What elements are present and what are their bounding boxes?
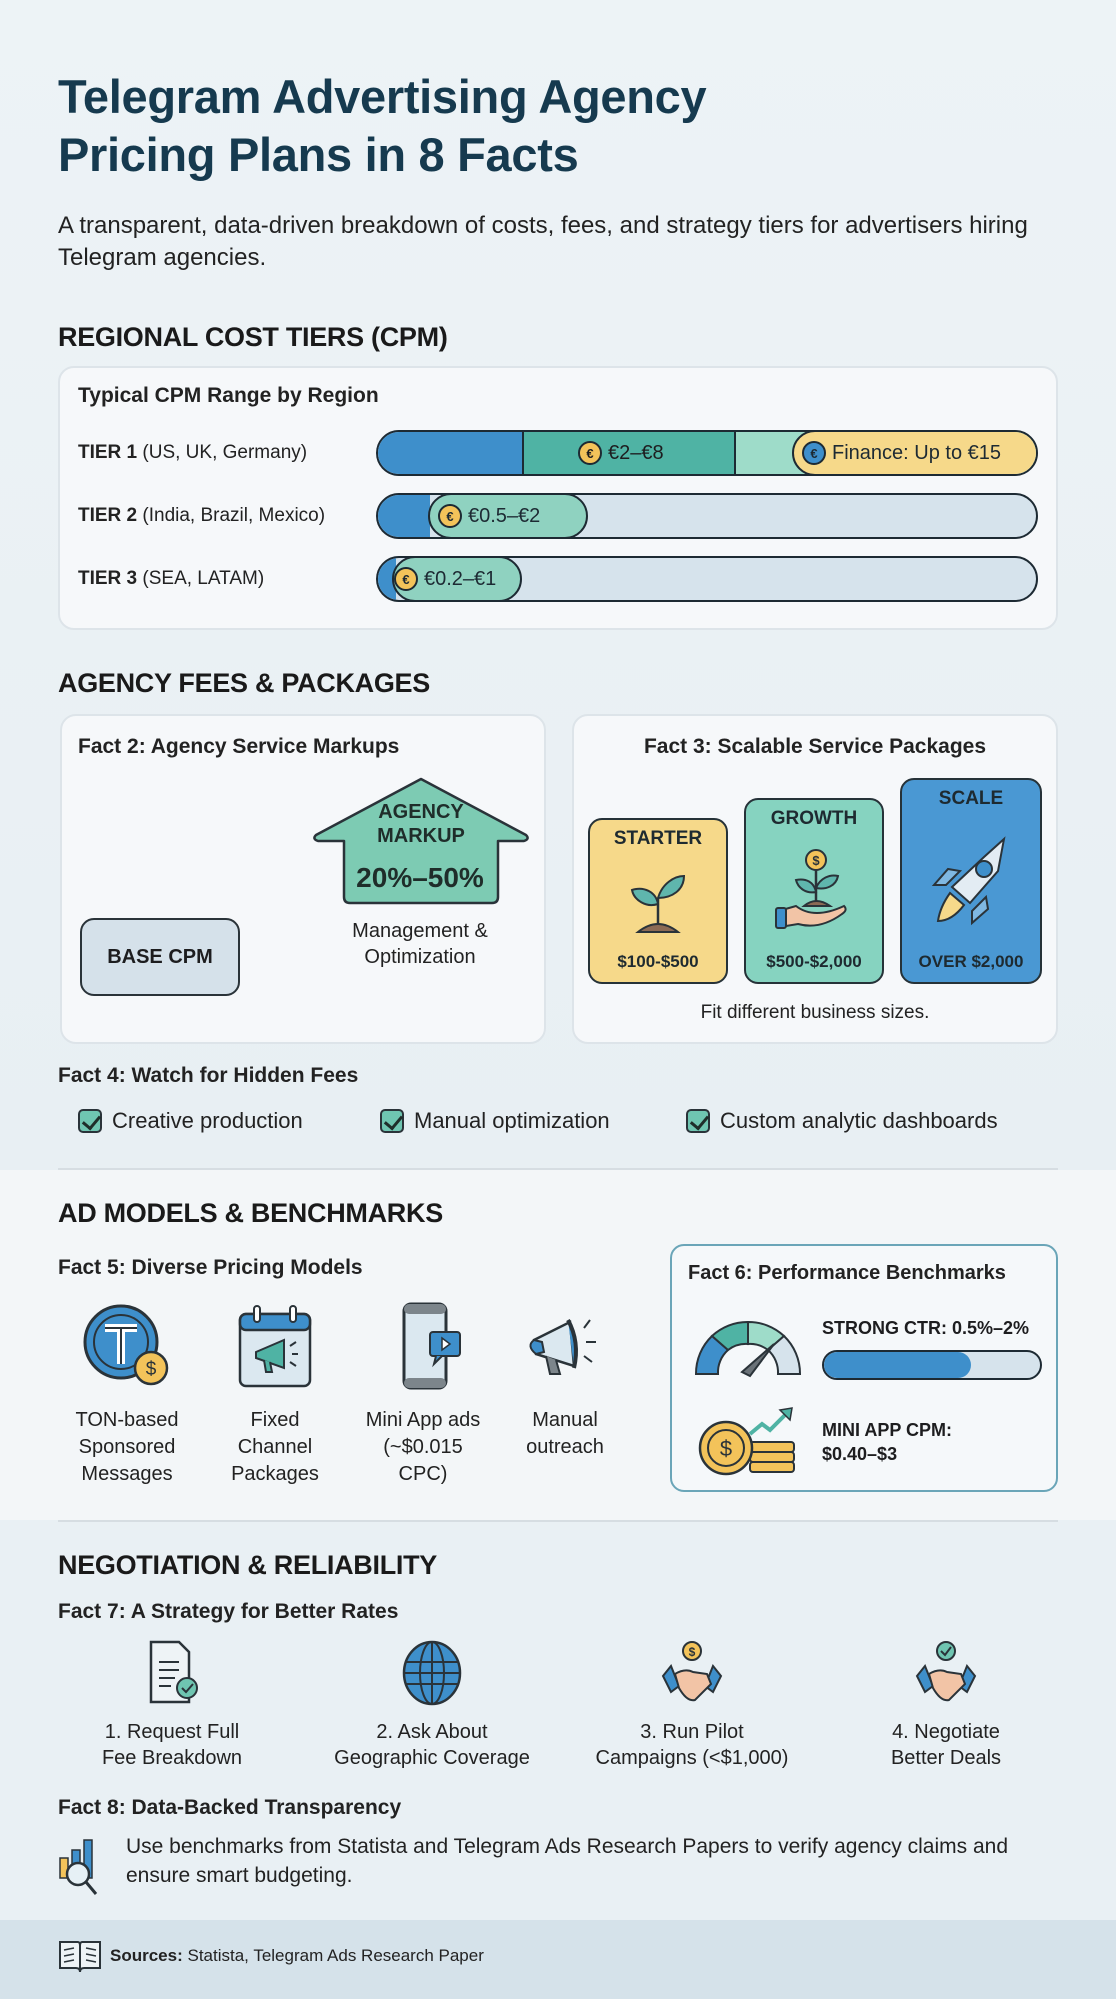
- title-line-2: Pricing Plans in 8 Facts: [58, 128, 579, 181]
- section-heading-agency: AGENCY FEES & PACKAGES: [58, 668, 430, 698]
- page-subtitle: A transparent, data-driven breakdown of …: [58, 212, 1028, 271]
- tier2-range-pill: € €0.5–€2: [428, 495, 588, 537]
- page-title: Telegram Advertising Agency Pricing Plan…: [58, 68, 1058, 184]
- fact8-title: Fact 8: Data-Backed Transparency: [58, 1796, 402, 1819]
- tier2-bar: € €0.5–€2: [376, 493, 1038, 539]
- model-item-ton: $ TON-based Sponsored Messages: [62, 1302, 192, 1488]
- hidden-fee-item: Manual optimization: [380, 1108, 610, 1134]
- sources-line: Sources: Statista, Telegram Ads Research…: [110, 1946, 484, 1965]
- sprout-icon: [630, 874, 686, 933]
- model-label: Mini App ads (~$0.015 CPC): [365, 1409, 481, 1485]
- ctr-progress-bar: [822, 1350, 1042, 1380]
- tier3-bar: € €0.2–€1: [376, 556, 1038, 602]
- svg-text:$: $: [146, 1359, 157, 1380]
- handshake-dollar-icon: $: [661, 1641, 723, 1702]
- model-item-miniapp: Mini App ads (~$0.015 CPC): [358, 1302, 488, 1488]
- step-label: 3. Run Pilot Campaigns (<$1,000): [595, 1721, 789, 1769]
- chart-magnifier-icon: [59, 1839, 98, 1895]
- svg-text:$: $: [689, 1645, 696, 1659]
- calendar-megaphone-icon: [238, 1305, 312, 1388]
- fact5-title: Fact 5: Diverse Pricing Models: [58, 1256, 363, 1279]
- package-scale: SCALE OVER $2,000: [900, 778, 1042, 984]
- euro-coin-icon: €: [438, 504, 462, 528]
- ctr-label: STRONG CTR: 0.5%–2%: [822, 1318, 1030, 1338]
- handshake-check-icon: [915, 1641, 977, 1702]
- fact3-title: Fact 3: Scalable Service Packages: [643, 735, 987, 758]
- svg-text:$: $: [812, 853, 820, 868]
- tier1-label: TIER 1 (US, UK, Germany): [78, 442, 308, 463]
- money-plant-hand-icon: $: [775, 849, 847, 929]
- rocket-icon: [931, 836, 1006, 926]
- hidden-fee-item: Custom analytic dashboards: [686, 1108, 998, 1134]
- gauge-icon: [694, 1320, 802, 1378]
- megaphone-icon: [529, 1319, 596, 1375]
- fact6-card: Fact 6: Performance Benchmarks STRONG CT…: [670, 1244, 1058, 1492]
- checkbox-icon: [686, 1109, 710, 1133]
- cpm-row-tier3: TIER 3 (SEA, LATAM) € €0.2–€1: [78, 556, 1038, 602]
- step-label: 4. Negotiate Better Deals: [890, 1721, 1002, 1769]
- model-item-outreach: Manual outreach: [500, 1302, 630, 1461]
- euro-coin-icon: €: [578, 441, 602, 465]
- euro-coin-icon: €: [394, 567, 418, 591]
- section-divider: [58, 1168, 1058, 1170]
- package-growth: GROWTH $ $500-$2,000: [744, 798, 884, 984]
- model-label: Manual outreach: [526, 1409, 604, 1458]
- ctr-progress-fill: [824, 1352, 971, 1378]
- hidden-fee-item: Creative production: [78, 1108, 303, 1134]
- strategy-step-1: 1. Request Full Fee Breakdown: [52, 1640, 292, 1771]
- fact4-title: Fact 4: Watch for Hidden Fees: [58, 1064, 359, 1087]
- step-label: 1. Request Full Fee Breakdown: [101, 1721, 243, 1769]
- fact6-title: Fact 6: Performance Benchmarks: [688, 1262, 1006, 1284]
- cpm-card-title: Typical CPM Range by Region: [78, 384, 379, 407]
- markup-label: AGENCY MARKUP: [377, 801, 465, 847]
- model-label: TON-based Sponsored Messages: [75, 1409, 179, 1485]
- strategy-step-3: $ 3. Run Pilot Campaigns (<$1,000): [572, 1640, 812, 1771]
- strategy-step-2: 2. Ask About Geographic Coverage: [312, 1640, 552, 1771]
- phone-video-icon: [402, 1302, 461, 1390]
- coins-growth-icon: $: [698, 1407, 795, 1476]
- cpm-row-tier2: TIER 2 (India, Brazil, Mexico) € €0.5–€2: [78, 493, 1038, 539]
- fact3-caption: Fit different business sizes.: [700, 1002, 930, 1023]
- globe-icon: [402, 1640, 462, 1706]
- cpm-row-tier1: TIER 1 (US, UK, Germany) € €2–€8 € Finan…: [78, 430, 1038, 476]
- title-line-1: Telegram Advertising Agency: [58, 70, 707, 123]
- open-book-icon: [59, 1941, 101, 1973]
- fact8-text: Use benchmarks from Statista and Telegra…: [126, 1835, 1009, 1887]
- tier3-label: TIER 3 (SEA, LATAM): [78, 568, 265, 589]
- tier2-label: TIER 2 (India, Brazil, Mexico): [78, 505, 326, 526]
- tier1-range: € €2–€8: [578, 441, 664, 465]
- markup-arrow-icon: [313, 777, 529, 905]
- checkbox-icon: [78, 1109, 102, 1133]
- model-label: Fixed Channel Packages: [231, 1409, 319, 1485]
- step-label: 2. Ask About Geographic Coverage: [334, 1721, 530, 1769]
- document-check-icon: [149, 1640, 198, 1704]
- tier1-bar: € €2–€8 € Finance: Up to €15: [376, 430, 1038, 476]
- fact7-title: Fact 7: A Strategy for Better Rates: [58, 1600, 399, 1623]
- mini-app-cpm: MINI APP CPM: $0.40–$3: [822, 1420, 953, 1464]
- footer-band: [0, 1920, 1116, 1999]
- markup-caption: Management & Optimization: [352, 920, 488, 968]
- package-starter: STARTER $100-$500: [588, 818, 728, 984]
- base-cpm-box: BASE CPM: [80, 918, 240, 996]
- section-divider: [58, 1520, 1058, 1522]
- svg-text:$: $: [720, 1436, 732, 1461]
- section-heading-negotiation: NEGOTIATION & RELIABILITY: [58, 1550, 437, 1580]
- tier3-range-pill: € €0.2–€1: [392, 558, 522, 600]
- model-item-fixed: Fixed Channel Packages: [210, 1302, 340, 1488]
- markup-value: 20%–50%: [356, 862, 484, 893]
- ton-coin-icon: $: [83, 1304, 169, 1386]
- section-heading-regional: REGIONAL COST TIERS (CPM): [58, 322, 448, 352]
- tier1-finance-pill: € Finance: Up to €15: [792, 432, 1036, 474]
- negotiation-band: [0, 1520, 1116, 1920]
- euro-coin-icon: €: [802, 441, 826, 465]
- strategy-step-4: 4. Negotiate Better Deals: [826, 1640, 1066, 1771]
- section-heading-models: AD MODELS & BENCHMARKS: [58, 1198, 443, 1228]
- checkbox-icon: [380, 1109, 404, 1133]
- fact2-title: Fact 2: Agency Service Markups: [78, 735, 400, 758]
